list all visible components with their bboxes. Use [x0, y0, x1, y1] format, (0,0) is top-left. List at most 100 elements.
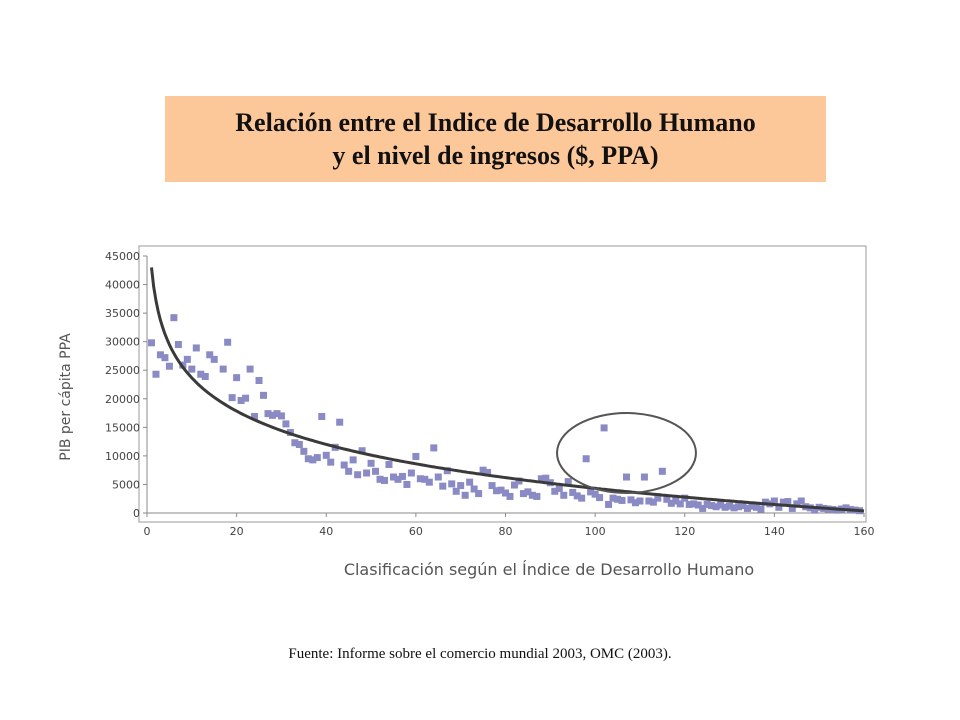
- data-point: [811, 506, 819, 514]
- data-point: [510, 481, 518, 489]
- data-point: [735, 503, 743, 511]
- data-point: [676, 500, 684, 508]
- data-point: [793, 500, 801, 508]
- data-point: [752, 503, 760, 511]
- data-point: [389, 473, 397, 481]
- data-point: [206, 351, 214, 359]
- data-point: [515, 477, 523, 485]
- data-point: [502, 489, 509, 497]
- title-line-2: y el nivel de ingresos ($, PPA): [332, 141, 659, 170]
- data-point: [609, 494, 617, 502]
- data-point: [201, 373, 209, 381]
- data-point: [672, 497, 680, 505]
- data-point: [470, 485, 478, 493]
- data-point: [537, 475, 545, 483]
- data-point: [748, 502, 756, 510]
- data-point: [282, 420, 290, 428]
- data-points: [147, 314, 864, 515]
- data-point: [726, 502, 734, 510]
- data-point: [658, 467, 666, 475]
- y-tick-label: 0: [133, 507, 140, 520]
- data-point: [506, 492, 514, 500]
- data-point: [600, 424, 608, 432]
- data-point: [636, 497, 644, 505]
- y-tick-label: 45000: [105, 250, 140, 263]
- data-point: [461, 491, 469, 499]
- data-point: [246, 365, 254, 373]
- data-point: [770, 497, 778, 505]
- data-point: [555, 484, 563, 492]
- data-point: [708, 502, 716, 510]
- data-point: [721, 503, 729, 511]
- data-point: [564, 478, 572, 486]
- source-note: Fuente: Informe sobre el comercio mundia…: [288, 646, 672, 662]
- data-point: [788, 504, 796, 512]
- x-tick-label: 60: [409, 525, 423, 538]
- data-point: [466, 478, 474, 486]
- data-point: [479, 466, 487, 474]
- data-point: [775, 503, 783, 511]
- data-point: [219, 365, 227, 373]
- data-point: [434, 473, 442, 481]
- data-point: [739, 502, 747, 510]
- y-tick-label: 15000: [105, 421, 140, 434]
- data-point: [264, 410, 272, 418]
- data-point: [573, 492, 581, 500]
- data-point: [376, 475, 384, 483]
- data-point: [618, 496, 626, 504]
- data-point: [649, 498, 657, 506]
- data-point: [591, 490, 599, 498]
- data-point: [690, 500, 698, 508]
- data-point: [233, 374, 241, 382]
- data-point: [448, 480, 456, 488]
- data-point: [542, 474, 550, 482]
- data-point: [188, 365, 196, 373]
- data-point: [842, 504, 850, 512]
- data-point: [165, 362, 173, 370]
- data-point: [251, 412, 259, 420]
- data-point: [605, 500, 613, 508]
- data-point: [654, 494, 662, 502]
- data-point: [197, 370, 205, 378]
- data-point: [497, 486, 505, 494]
- data-point: [403, 480, 411, 488]
- data-point: [560, 491, 568, 499]
- data-point: [224, 338, 232, 346]
- data-point: [336, 418, 344, 426]
- data-point: [358, 447, 366, 455]
- data-point: [394, 475, 402, 483]
- data-point: [210, 355, 218, 363]
- data-point: [421, 475, 429, 483]
- data-point: [797, 497, 805, 505]
- data-point: [694, 501, 702, 509]
- data-point: [228, 394, 236, 402]
- title-line-1: Relación entre el Indice de Desarrollo H…: [235, 108, 756, 137]
- data-point: [717, 501, 725, 509]
- data-point: [318, 412, 326, 420]
- data-point: [268, 411, 276, 419]
- trend-line: [150, 267, 865, 513]
- data-point: [640, 473, 648, 481]
- data-point: [170, 314, 178, 322]
- data-point: [313, 454, 321, 462]
- data-point: [484, 468, 492, 476]
- data-point: [488, 482, 496, 490]
- plot-frame: [138, 245, 867, 523]
- x-tick-label: 120: [674, 525, 695, 538]
- data-point: [349, 456, 357, 464]
- data-point: [699, 504, 707, 512]
- y-tick-label: 5000: [112, 478, 140, 491]
- data-point: [372, 467, 380, 475]
- x-tick-label: 140: [764, 525, 785, 538]
- data-point: [452, 487, 460, 495]
- data-point: [569, 488, 577, 496]
- data-point: [578, 494, 586, 502]
- data-point: [519, 490, 527, 498]
- data-point: [363, 469, 371, 477]
- data-point: [416, 475, 424, 483]
- data-point: [147, 339, 155, 347]
- x-tick-label: 40: [319, 525, 333, 538]
- data-point: [443, 467, 451, 475]
- x-tick-label: 160: [854, 525, 875, 538]
